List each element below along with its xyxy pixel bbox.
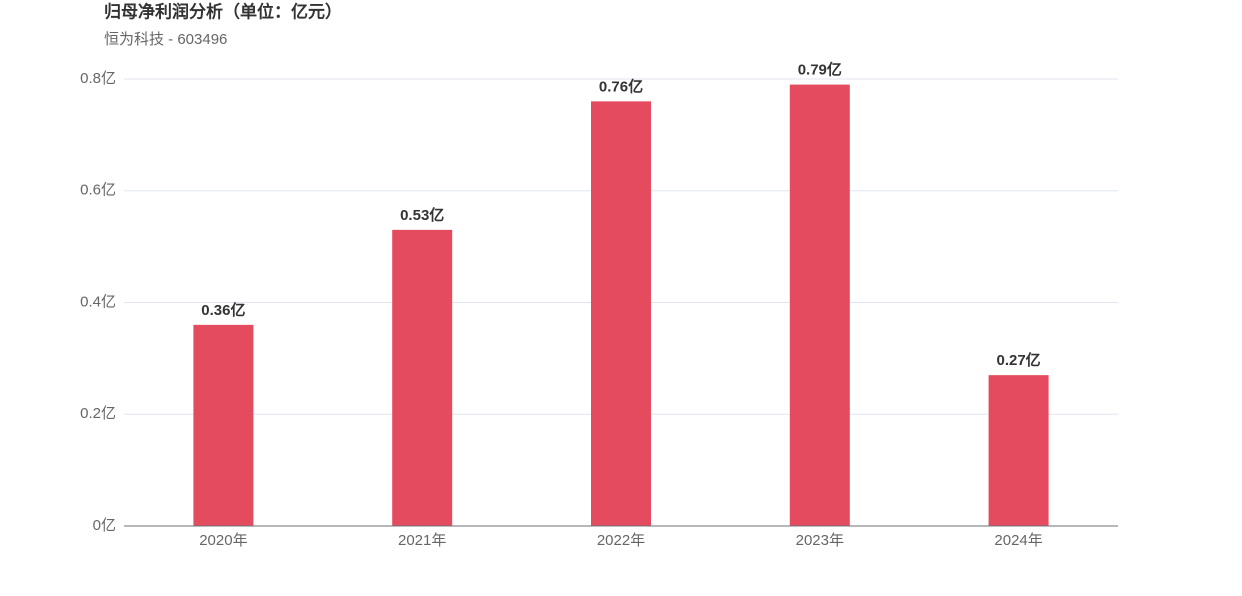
bar	[789, 84, 850, 527]
x-tick-label: 2021年	[398, 532, 446, 549]
bar	[988, 375, 1049, 526]
y-tick-label: 0.2亿	[80, 405, 116, 422]
value-label: 0.27亿	[996, 351, 1040, 369]
value-label: 0.36亿	[201, 301, 245, 319]
value-label: 0.76亿	[599, 77, 643, 95]
value-label: 0.79亿	[798, 61, 842, 79]
bar	[193, 324, 254, 526]
chart-subtitle: 恒为科技 - 603496	[104, 31, 227, 48]
x-tick-label: 2022年	[597, 532, 645, 549]
y-tick-label: 0亿	[93, 517, 116, 534]
y-tick-label: 0.6亿	[80, 182, 116, 199]
chart-title: 归母净利润分析（单位：亿元）	[104, 1, 342, 21]
x-tick-label: 2020年	[199, 532, 247, 549]
bar	[392, 229, 453, 527]
x-tick-label: 2023年	[796, 532, 844, 549]
x-tick-label: 2024年	[994, 532, 1042, 549]
y-tick-label: 0.4亿	[80, 293, 116, 310]
value-label: 0.53亿	[400, 206, 444, 224]
bar	[591, 101, 651, 526]
y-tick-label: 0.8亿	[80, 70, 116, 87]
